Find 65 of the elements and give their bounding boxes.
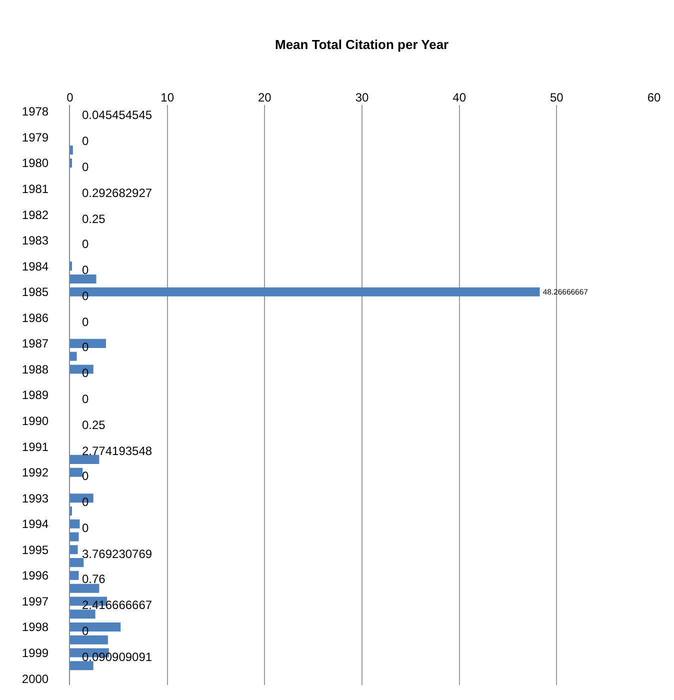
y-tick-label: 1985 — [22, 285, 49, 300]
bar — [70, 146, 73, 155]
y-tick-label: 1994 — [22, 517, 49, 532]
y-tick-label: 1981 — [22, 182, 49, 196]
x-tick-label: 0 — [66, 90, 74, 105]
y-tick-label: 1990 — [22, 414, 49, 428]
y-tick-label: 1991 — [22, 440, 49, 454]
y-tick-label: 1996 — [22, 568, 49, 583]
y-tick-label: 1984 — [22, 259, 49, 274]
bar — [70, 454, 100, 464]
bar — [70, 584, 100, 593]
annotation: 0.045454545 — [82, 108, 152, 122]
bar — [70, 545, 78, 554]
y-tick-label: 1992 — [22, 466, 49, 480]
x-tick-label: 20 — [258, 90, 272, 105]
annotation: 3.769230769 — [82, 547, 152, 561]
y-tick-label: 1997 — [22, 594, 49, 608]
bar — [70, 558, 84, 568]
annotation: 0.76 — [82, 572, 106, 586]
annotation: 0 — [82, 495, 89, 509]
annotation: 0 — [82, 160, 89, 174]
y-tick-label: 1980 — [22, 156, 49, 170]
annotation: 0.292682927 — [82, 186, 152, 200]
annotation: 0 — [82, 624, 89, 638]
x-tick-label: 50 — [550, 90, 564, 105]
x-tick-label: 10 — [160, 90, 174, 105]
annotation: 0 — [82, 289, 89, 303]
y-tick-label: 2000 — [22, 672, 49, 686]
y-tick-label: 1999 — [22, 646, 49, 660]
x-tick-label: 30 — [355, 90, 369, 105]
y-tick-label: 1998 — [22, 620, 49, 634]
annotation: 2.774193548 — [82, 444, 152, 458]
annotation: 0 — [82, 237, 89, 251]
annotation: 0 — [82, 134, 89, 148]
bar — [70, 661, 94, 670]
y-tick-label: 1993 — [22, 491, 49, 506]
bar — [70, 274, 96, 284]
chart-title: Mean Total Citation per Year — [275, 37, 449, 52]
annotation: 0.090909091 — [82, 650, 152, 664]
bar — [70, 468, 83, 477]
bar — [70, 532, 79, 542]
annotation: 0 — [82, 469, 89, 483]
y-tick-label: 1995 — [22, 542, 49, 557]
annotation: 0 — [82, 263, 89, 277]
y-tick-label: 1978 — [22, 104, 49, 119]
annotation: 2.416666667 — [82, 598, 152, 612]
annotation: 0 — [82, 392, 89, 406]
annotation: 0.25 — [82, 212, 106, 226]
y-tick-label: 1983 — [22, 234, 49, 248]
annotation: 0.25 — [82, 418, 106, 432]
annotation: 0 — [82, 521, 89, 535]
bar — [70, 570, 79, 580]
annotation: 0 — [82, 315, 89, 329]
bar — [70, 635, 108, 644]
y-tick-label: 1986 — [22, 310, 49, 325]
bar — [70, 352, 77, 361]
y-tick-label: 1982 — [22, 208, 49, 222]
bar — [70, 519, 80, 528]
y-tick-label: 1979 — [22, 130, 49, 144]
y-tick-label: 1989 — [22, 388, 49, 402]
y-tick-label: 1988 — [22, 362, 49, 376]
bar — [70, 610, 96, 619]
x-tick-label: 60 — [647, 90, 661, 105]
y-tick-label: 1987 — [22, 336, 49, 351]
x-tick-label: 40 — [452, 90, 466, 105]
